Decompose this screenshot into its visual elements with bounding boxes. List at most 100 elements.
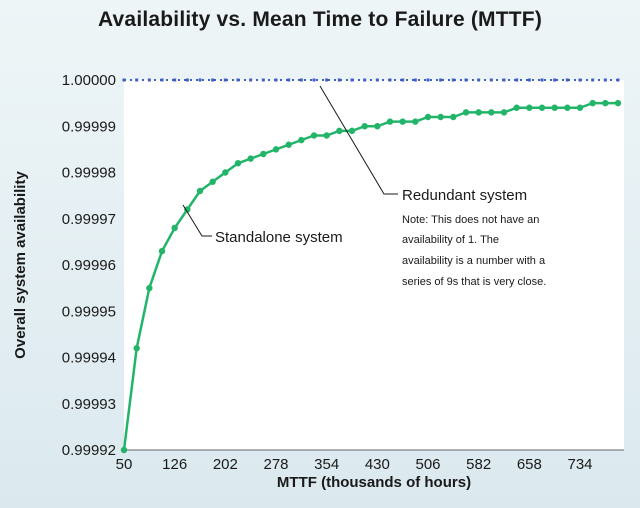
standalone-point: [551, 104, 558, 111]
note-line-3: availability is a number with a: [402, 255, 546, 267]
standalone-point: [133, 345, 140, 352]
standalone-point: [513, 104, 520, 111]
standalone-point: [602, 99, 609, 107]
standalone-point: [450, 113, 457, 121]
standalone-point: [412, 118, 419, 125]
x-axis: 50 126 202 278 354 430 506 582 658 734: [116, 456, 593, 473]
standalone-point: [538, 104, 546, 111]
redundant-point: [451, 78, 455, 82]
standalone-point: [589, 99, 596, 107]
standalone-point: [488, 109, 495, 116]
standalone-point: [576, 104, 584, 111]
standalone-point: [361, 123, 368, 130]
redundant-point: [527, 78, 531, 82]
redundant-point: [464, 78, 468, 82]
standalone-point: [475, 109, 482, 116]
standalone-leader-line: [182, 204, 212, 237]
redundant-point: [515, 78, 519, 82]
x-tick-label: 278: [263, 456, 288, 473]
standalone-point: [120, 446, 128, 454]
redundant-point: [312, 78, 316, 82]
redundant-leader-line: [319, 85, 398, 195]
standalone-point: [386, 118, 394, 125]
redundant-point: [426, 78, 430, 82]
redundant-label: Redundant system: [402, 187, 527, 204]
plot-area: [124, 80, 624, 450]
standalone-point: [500, 109, 508, 116]
x-tick-label: 658: [517, 456, 542, 473]
redundant-point: [439, 78, 443, 82]
redundant-point: [540, 78, 544, 82]
redundant-point: [350, 78, 354, 82]
standalone-point: [298, 136, 305, 144]
standalone-point: [285, 141, 292, 148]
redundant-point: [274, 78, 278, 82]
x-tick-label: 50: [116, 456, 133, 473]
standalone-point: [247, 155, 254, 162]
y-axis-title: Overall system availability: [12, 171, 29, 359]
redundant-point: [236, 78, 240, 82]
x-tick-label: 506: [415, 456, 440, 473]
x-tick-label: 582: [466, 456, 491, 473]
y-tick-label: 0.99998: [62, 165, 116, 182]
x-tick-label: 354: [314, 456, 339, 473]
redundant-point: [502, 78, 506, 82]
standalone-point: [526, 104, 533, 111]
redundant-point: [337, 78, 341, 82]
chart-title: Availability vs. Mean Time to Failure (M…: [97, 8, 543, 31]
note-line-1: Note: This does not have an: [402, 214, 539, 226]
standalone-point: [323, 132, 330, 139]
y-tick-label: 0.99996: [62, 257, 116, 274]
standalone-point: [424, 113, 432, 121]
y-tick-label: 0.99992: [62, 442, 116, 459]
redundant-point: [299, 78, 303, 82]
redundant-point: [477, 78, 481, 82]
redundant-point: [261, 78, 265, 82]
redundant-point: [413, 78, 417, 82]
standalone-point: [158, 247, 166, 255]
redundant-point: [198, 78, 202, 82]
redundant-point: [388, 78, 392, 82]
redundant-point: [325, 78, 329, 82]
y-tick-label: 0.99997: [62, 211, 116, 228]
redundant-point: [173, 78, 177, 82]
x-tick-label: 430: [365, 456, 390, 473]
standalone-label: Standalone system: [215, 229, 343, 246]
standalone-point: [171, 224, 178, 232]
y-tick-label: 0.99995: [62, 303, 116, 320]
standalone-point: [348, 127, 356, 135]
y-tick-label: 0.99994: [62, 350, 116, 367]
redundant-point: [363, 78, 367, 82]
redundant-point: [223, 78, 227, 82]
redundant-point: [160, 78, 164, 82]
redundant-point: [401, 78, 405, 82]
x-tick-label: 202: [213, 456, 238, 473]
standalone-series-line: [122, 101, 618, 451]
redundant-point: [375, 78, 379, 82]
standalone-point: [437, 113, 444, 121]
standalone-point: [234, 160, 242, 167]
standalone-point: [146, 284, 153, 292]
note-line-4: series of 9s that is very close.: [402, 276, 546, 288]
y-axis: 1.00000 0.99999 0.99998 0.99997 0.99996 0.999…: [62, 72, 116, 459]
x-axis-title: MTTF (thousands of hours): [277, 474, 471, 491]
standalone-point: [310, 132, 318, 139]
redundant-point: [603, 78, 607, 82]
standalone-point: [209, 178, 216, 185]
x-tick-label: 126: [162, 456, 187, 473]
redundant-point: [249, 78, 253, 82]
standalone-point: [399, 118, 406, 125]
x-tick-label: 734: [567, 456, 592, 473]
standalone-point: [614, 99, 622, 107]
y-tick-label: 1.00000: [62, 72, 116, 89]
redundant-point: [122, 78, 126, 82]
redundant-point: [578, 78, 582, 82]
standalone-point: [222, 169, 229, 176]
y-tick-label: 0.99993: [62, 396, 116, 413]
redundant-point: [489, 78, 493, 82]
standalone-point: [564, 104, 571, 111]
redundant-point: [616, 78, 620, 82]
standalone-point: [374, 123, 381, 130]
series-layer: [120, 78, 622, 454]
